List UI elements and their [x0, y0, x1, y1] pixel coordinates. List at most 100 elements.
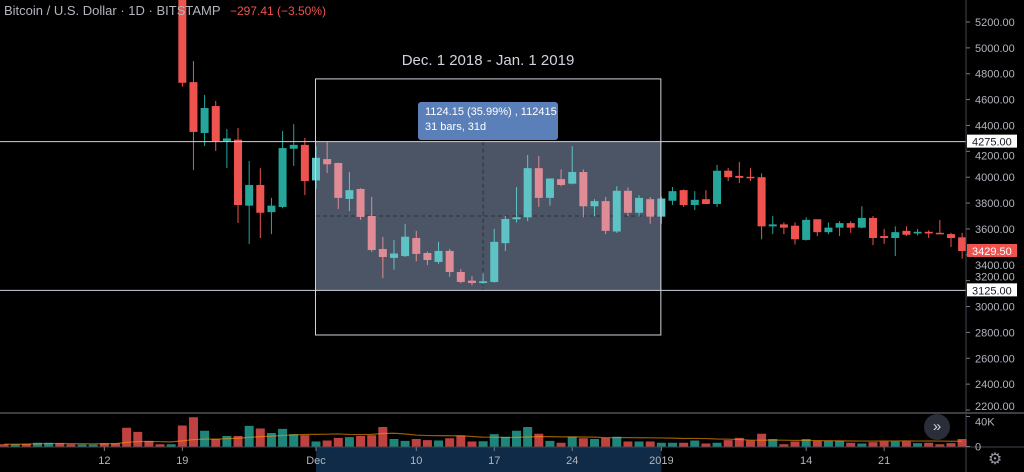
- candle-up[interactable]: [345, 190, 354, 199]
- candle-down[interactable]: [791, 225, 800, 240]
- volume-bar: [690, 440, 700, 447]
- candle-down[interactable]: [412, 237, 421, 254]
- header-separator: ·: [148, 3, 153, 18]
- candle-down[interactable]: [456, 272, 465, 282]
- price-change: −297.41 (−3.50%): [229, 4, 327, 18]
- candle-down[interactable]: [601, 201, 610, 231]
- candle-down[interactable]: [757, 177, 766, 227]
- candle-down[interactable]: [946, 234, 955, 238]
- candle-up[interactable]: [545, 178, 554, 198]
- interval-label[interactable]: 1D: [128, 3, 145, 18]
- gear-icon: ⚙: [987, 451, 1003, 468]
- candle-up[interactable]: [267, 205, 276, 213]
- candle-down[interactable]: [701, 199, 710, 204]
- candle-up[interactable]: [568, 172, 577, 184]
- volume-bar: [322, 440, 332, 447]
- candle-up[interactable]: [913, 231, 922, 234]
- scroll-to-realtime-button[interactable]: »: [924, 414, 950, 440]
- time-tick-label: Dec: [306, 455, 326, 467]
- candle-down[interactable]: [423, 252, 432, 260]
- candle-up[interactable]: [434, 250, 443, 262]
- candle-down[interactable]: [234, 139, 243, 206]
- candle-up[interactable]: [401, 236, 410, 257]
- candle-down[interactable]: [735, 175, 744, 178]
- header-separator: ·: [120, 3, 125, 18]
- measure-bars-count: 31 bars, 31d: [425, 121, 487, 133]
- candle-up[interactable]: [824, 227, 833, 233]
- candle-down[interactable]: [958, 237, 967, 251]
- volume-bar: [478, 441, 488, 447]
- candle-down[interactable]: [813, 219, 822, 233]
- candle-up[interactable]: [657, 198, 666, 217]
- candle-up[interactable]: [512, 217, 521, 220]
- candle-down[interactable]: [623, 190, 632, 213]
- candle-up[interactable]: [200, 108, 209, 133]
- volume-bar: [110, 443, 120, 447]
- candle-up[interactable]: [612, 190, 621, 232]
- price-tick-label: 4400.00: [975, 120, 1015, 132]
- price-tick-label: 2400.00: [975, 379, 1015, 391]
- candle-down[interactable]: [779, 224, 788, 228]
- candle-down[interactable]: [557, 179, 566, 185]
- candle-up[interactable]: [289, 144, 298, 149]
- candle-up[interactable]: [590, 201, 599, 207]
- candle-up[interactable]: [278, 148, 287, 207]
- symbol-name[interactable]: Bitcoin / U.S. Dollar: [4, 3, 117, 18]
- candle-up[interactable]: [713, 170, 722, 204]
- chart-settings-button[interactable]: ⚙: [986, 451, 1004, 469]
- candle-down[interactable]: [300, 144, 309, 182]
- candle-down[interactable]: [445, 250, 454, 273]
- last-price-label-box: [967, 243, 1017, 257]
- candle-down[interactable]: [367, 216, 376, 251]
- candle-up[interactable]: [802, 219, 811, 240]
- candle-up[interactable]: [891, 232, 900, 238]
- candle-down[interactable]: [378, 248, 387, 257]
- volume-bar: [935, 444, 945, 447]
- candle-up[interactable]: [857, 217, 866, 228]
- candle-down[interactable]: [467, 280, 476, 283]
- candle-up[interactable]: [389, 253, 398, 258]
- date-range-box[interactable]: [315, 78, 662, 336]
- candle-up[interactable]: [245, 184, 254, 206]
- volume-bar: [578, 438, 588, 447]
- candle-down[interactable]: [323, 159, 332, 165]
- candle-down[interactable]: [334, 162, 343, 198]
- candle-down[interactable]: [746, 176, 755, 179]
- volume-bar: [55, 443, 65, 447]
- candle-down[interactable]: [579, 172, 588, 207]
- candle-up[interactable]: [690, 199, 699, 206]
- volume-bar: [835, 440, 845, 447]
- candle-up[interactable]: [501, 218, 510, 244]
- candle-up[interactable]: [490, 241, 499, 282]
- candle-up[interactable]: [312, 157, 320, 181]
- candle-up[interactable]: [523, 168, 532, 218]
- volume-bar: [411, 439, 421, 447]
- candle-down[interactable]: [846, 223, 855, 228]
- volume-bar: [10, 444, 20, 447]
- candle-up[interactable]: [635, 197, 644, 213]
- candle-down[interactable]: [534, 168, 543, 198]
- candle-down[interactable]: [189, 82, 198, 132]
- candle-down[interactable]: [724, 170, 733, 178]
- candle-down[interactable]: [256, 184, 265, 213]
- candle-up[interactable]: [222, 138, 231, 141]
- volume-bar: [957, 439, 967, 447]
- candle-down[interactable]: [880, 236, 889, 238]
- candle-down[interactable]: [356, 188, 365, 217]
- candle-down[interactable]: [902, 230, 911, 235]
- candle-up[interactable]: [768, 224, 777, 227]
- candle-down[interactable]: [924, 231, 933, 234]
- candle-down[interactable]: [646, 199, 655, 217]
- candle-down[interactable]: [178, 0, 187, 83]
- volume-bar: [601, 437, 611, 447]
- candle-down[interactable]: [679, 190, 688, 206]
- candle-down[interactable]: [211, 106, 220, 141]
- candle-up[interactable]: [835, 223, 844, 228]
- candle-up[interactable]: [479, 281, 488, 283]
- candle-down[interactable]: [869, 217, 877, 238]
- time-tick-label: 24: [566, 455, 578, 467]
- candle-down[interactable]: [935, 232, 944, 235]
- candle-up[interactable]: [668, 191, 677, 201]
- volume-bar: [266, 433, 276, 447]
